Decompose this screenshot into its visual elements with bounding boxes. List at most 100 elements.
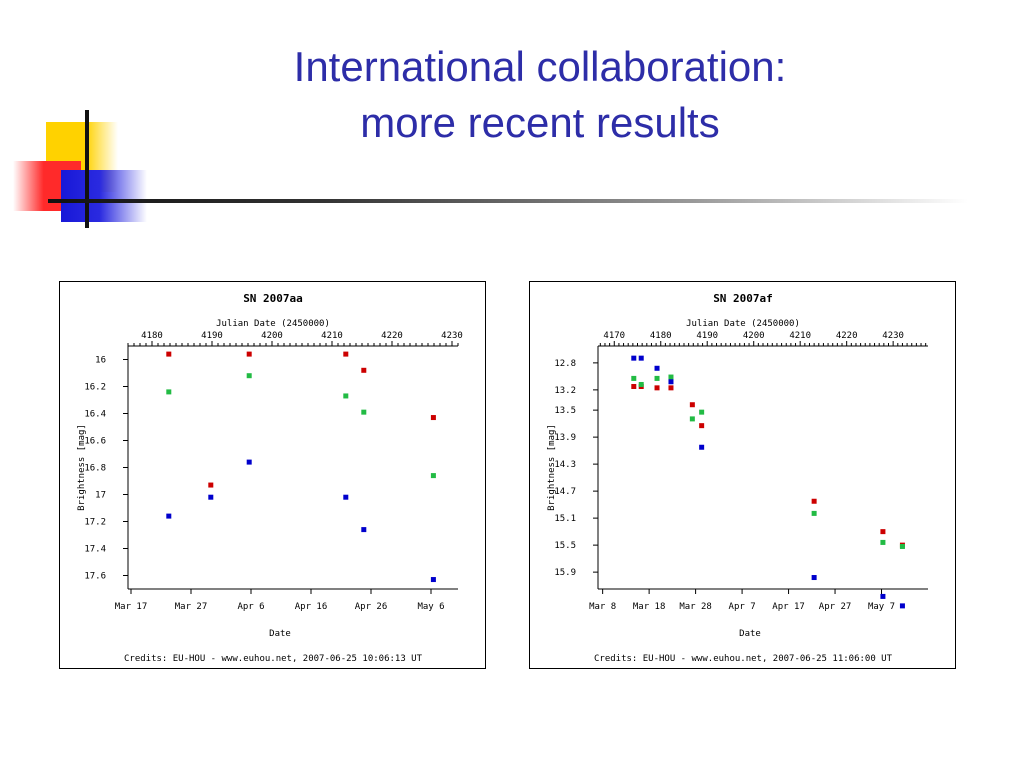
x-tick-label: Apr 27	[819, 602, 852, 612]
data-point-blue	[638, 355, 644, 361]
chart-sn2007aa: SN 2007aa Julian Date (2450000) 4180 4190 42…	[77, 292, 463, 664]
data-point-red	[668, 385, 674, 391]
y-tick-label: 14.3	[554, 460, 576, 470]
data-point-green	[638, 381, 644, 387]
x-tick-label: Mar 17	[115, 602, 148, 612]
data-point-green	[654, 375, 660, 381]
data-point-green	[689, 416, 695, 422]
data-point-blue	[880, 593, 886, 599]
y-tick-label: 17	[95, 491, 106, 501]
y-axis-label: Brightness [mag]	[77, 424, 87, 511]
data-point-green	[246, 373, 252, 379]
y-tick-label: 15.5	[554, 541, 576, 551]
title-underline	[48, 199, 968, 203]
x-tick-label: May 7	[868, 602, 895, 612]
data-point-red	[689, 402, 695, 408]
data-point-green	[811, 510, 817, 516]
data-point-green	[668, 374, 674, 380]
top-tick-label: 4230	[882, 331, 904, 341]
y-axis-label: Brightness [mag]	[547, 424, 557, 511]
top-axis-label: Julian Date (2450000)	[686, 319, 800, 329]
data-point-red	[631, 384, 637, 389]
slide-title-line-2: more recent results	[360, 99, 720, 146]
data-point-blue	[166, 513, 172, 519]
data-point-blue	[654, 365, 660, 371]
top-tick-label: 4180	[141, 331, 163, 341]
data-point-red	[208, 482, 214, 488]
x-tick-label: Apr 17	[772, 602, 805, 612]
y-tick-label: 16.8	[84, 464, 106, 474]
slide-title-line-1: International collaboration:	[293, 43, 787, 90]
top-tick-label: 4170	[603, 331, 625, 341]
top-tick-label: 4210	[321, 331, 343, 341]
x-tick-label: Apr 7	[729, 602, 756, 612]
y-tick-label: 13.9	[554, 433, 576, 443]
top-tick-label: 4230	[441, 331, 463, 341]
top-tick-label: 4190	[201, 331, 223, 341]
top-tick-label: 4220	[836, 331, 858, 341]
data-point-red	[166, 351, 172, 357]
y-tick-label: 17.6	[84, 572, 106, 582]
data-point-red	[430, 415, 436, 421]
data-point-red	[343, 351, 349, 357]
y-tick-label: 16.4	[84, 410, 106, 420]
y-tick-label: 12.8	[554, 359, 576, 369]
x-tick-label: Apr 16	[295, 602, 328, 612]
data-point-blue	[699, 444, 705, 450]
data-point-green	[361, 409, 367, 415]
data-point-red	[246, 351, 252, 357]
data-point-blue	[430, 577, 436, 583]
x-tick-label: Apr 26	[355, 602, 388, 612]
x-tick-label: May 6	[417, 602, 444, 612]
y-tick-label: 14.7	[554, 487, 576, 497]
top-tick-label: 4220	[381, 331, 403, 341]
x-tick-label: Mar 28	[679, 602, 712, 612]
x-tick-label: Apr 6	[237, 602, 264, 612]
data-point-green	[166, 389, 172, 395]
data-point-red	[880, 529, 886, 535]
top-tick-label: 4190	[696, 331, 718, 341]
top-tick-label: 4200	[261, 331, 283, 341]
data-point-blue	[631, 355, 637, 361]
data-point-blue	[343, 494, 349, 500]
data-point-blue	[668, 379, 674, 385]
x-tick-label: Mar 8	[589, 602, 616, 612]
data-point-green	[343, 393, 349, 399]
data-point-blue	[361, 527, 367, 533]
decor-vertical-line	[85, 110, 89, 228]
y-tick-label: 17.2	[84, 518, 106, 528]
top-axis-label: Julian Date (2450000)	[216, 319, 330, 329]
data-point-blue	[899, 603, 905, 609]
data-point-blue	[246, 459, 252, 465]
chart-sn2007af: SN 2007af Julian Date (2450000) 4170 4180 41…	[547, 292, 928, 664]
x-axis-label: Date	[269, 629, 291, 639]
data-point-red	[654, 385, 660, 391]
credits-text: Credits: EU-HOU - www.euhou.net, 2007-06…	[594, 654, 893, 664]
chart-title: SN 2007aa	[243, 292, 303, 305]
x-axis-label: Date	[739, 629, 761, 639]
x-tick-label: Mar 18	[633, 602, 666, 612]
y-tick-label: 17.4	[84, 545, 106, 555]
y-tick-label: 15.9	[554, 568, 576, 578]
data-point-red	[699, 423, 705, 429]
top-tick-label: 4210	[789, 331, 811, 341]
chart-panel-sn2007af: SN 2007af Julian Date (2450000) 4170 4180 41…	[529, 281, 956, 669]
data-point-red	[361, 367, 367, 373]
data-point-red	[811, 498, 817, 504]
data-point-blue	[208, 494, 214, 500]
data-point-green	[880, 539, 886, 545]
chart-title: SN 2007af	[713, 292, 773, 305]
top-tick-label: 4200	[743, 331, 765, 341]
y-tick-label: 13.5	[554, 406, 576, 416]
data-point-green	[430, 473, 436, 479]
chart-panel-sn2007aa: SN 2007aa Julian Date (2450000) 4180 4190 42…	[59, 281, 486, 669]
data-point-green	[631, 375, 637, 381]
credits-text: Credits: EU-HOU - www.euhou.net, 2007-06…	[124, 654, 423, 664]
data-point-blue	[811, 575, 817, 581]
y-tick-label: 13.2	[554, 386, 576, 396]
top-tick-label: 4180	[650, 331, 672, 341]
y-tick-label: 16.2	[84, 383, 106, 393]
data-point-green	[899, 543, 905, 549]
y-tick-label: 16.6	[84, 437, 106, 447]
decor-blue-square	[61, 170, 147, 222]
